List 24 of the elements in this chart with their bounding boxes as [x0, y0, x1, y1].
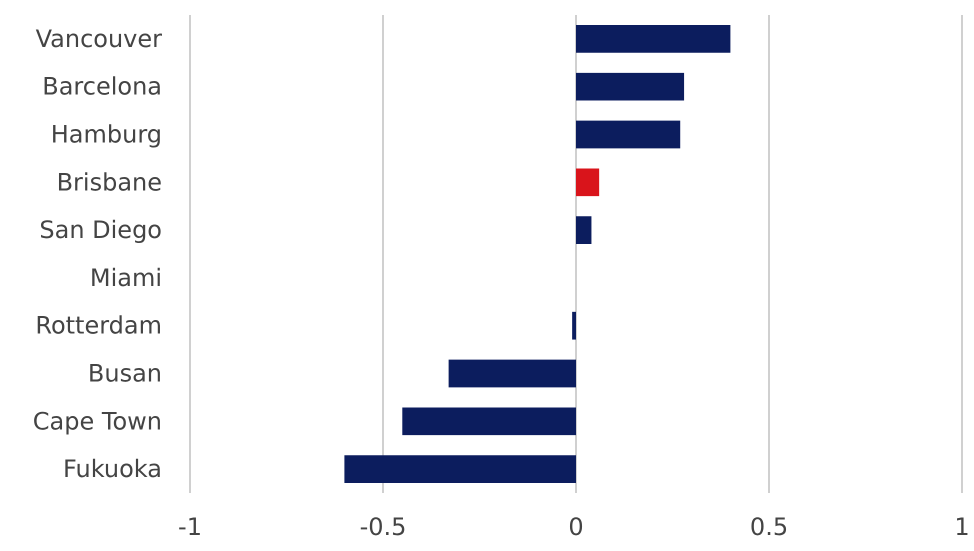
bar — [576, 216, 592, 244]
bar — [572, 312, 576, 340]
bar — [448, 360, 576, 388]
y-tick-label: Cape Town — [32, 407, 162, 436]
bar — [576, 168, 600, 196]
y-tick-label: Hamburg — [50, 120, 162, 148]
y-tick-label: Barcelona — [42, 72, 162, 101]
x-tick-label: -0.5 — [360, 513, 406, 541]
x-tick-label: 0.5 — [750, 513, 788, 541]
y-tick-label: Busan — [88, 360, 162, 388]
x-tick-label: 1 — [954, 513, 970, 541]
y-tick-label: San Diego — [39, 216, 162, 244]
bar — [402, 407, 576, 436]
y-tick-label: Brisbane — [56, 168, 162, 196]
bar — [576, 25, 730, 53]
y-tick-label: Rotterdam — [35, 312, 162, 340]
bar — [576, 72, 684, 101]
y-tick-label: Vancouver — [36, 24, 162, 53]
x-tick-label: -1 — [178, 513, 202, 541]
x-tick-label: 0 — [568, 513, 584, 541]
bar — [576, 120, 680, 148]
bar — [344, 455, 576, 483]
y-tick-label: Fukuoka — [63, 455, 162, 484]
y-tick-label: Miami — [90, 264, 162, 292]
